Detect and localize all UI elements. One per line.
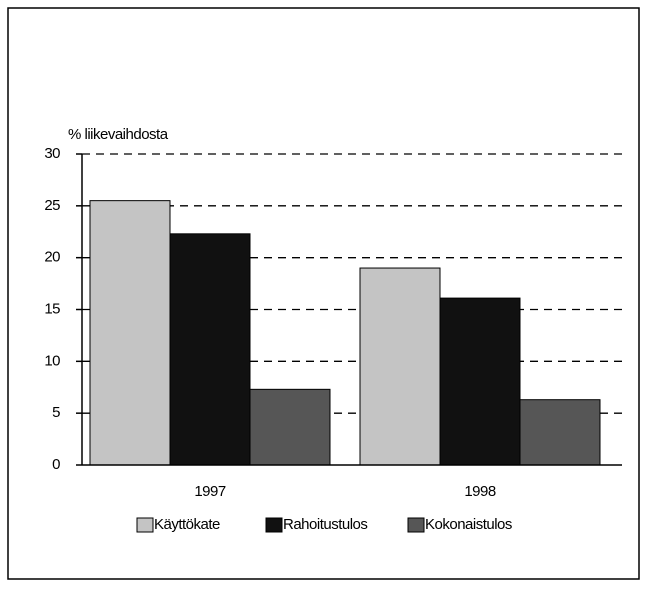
legend-label: Käyttökate [154,516,220,533]
x-tick-label: 1997 [194,483,226,500]
bar [359,267,441,466]
y-tick-label: 15 [44,300,60,317]
bar [249,388,331,466]
bar [439,297,521,466]
legend-label: Kokonaistulos [425,516,512,533]
bar [89,200,171,466]
legend-swatch [136,517,154,533]
y-axis-label: % liikevaihdosta [68,126,169,143]
y-tick-label: 5 [52,404,60,421]
bar [169,233,251,466]
y-tick-label: 20 [44,249,60,266]
y-tick-label: 30 [44,145,60,162]
x-tick-label: 1998 [464,483,496,500]
bar [519,399,601,466]
legend-swatch [265,517,283,533]
legend-label: Rahoitustulos [283,516,367,533]
y-tick-label: 10 [44,352,60,369]
y-tick-label: 0 [52,456,60,473]
y-tick-label: 25 [44,197,60,214]
legend-swatch [407,517,425,533]
